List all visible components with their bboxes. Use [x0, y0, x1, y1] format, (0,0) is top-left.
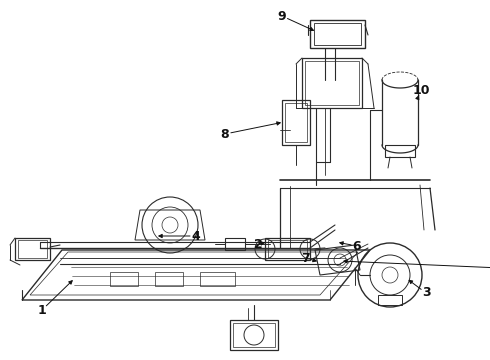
- Bar: [378, 295, 402, 305]
- Text: 3: 3: [422, 287, 430, 300]
- Bar: [225, 238, 245, 250]
- Bar: [110, 272, 138, 286]
- Text: 4: 4: [192, 230, 200, 243]
- Bar: [265, 238, 310, 260]
- Bar: [285, 103, 307, 142]
- Bar: [305, 61, 359, 105]
- Bar: [233, 323, 275, 347]
- Bar: [15, 238, 50, 260]
- Bar: [314, 23, 361, 45]
- Bar: [200, 272, 235, 286]
- Text: 9: 9: [278, 9, 286, 22]
- Text: 1: 1: [38, 303, 47, 316]
- Text: 2: 2: [254, 238, 262, 251]
- Bar: [155, 272, 183, 286]
- Bar: [268, 240, 307, 258]
- Text: 6: 6: [353, 239, 361, 252]
- Bar: [230, 320, 278, 350]
- Text: 7: 7: [301, 252, 309, 265]
- Text: 10: 10: [412, 84, 430, 96]
- Bar: [18, 240, 47, 258]
- Bar: [282, 100, 310, 145]
- Bar: [302, 58, 362, 108]
- Bar: [310, 20, 365, 48]
- Text: 8: 8: [220, 127, 229, 140]
- Bar: [385, 145, 415, 157]
